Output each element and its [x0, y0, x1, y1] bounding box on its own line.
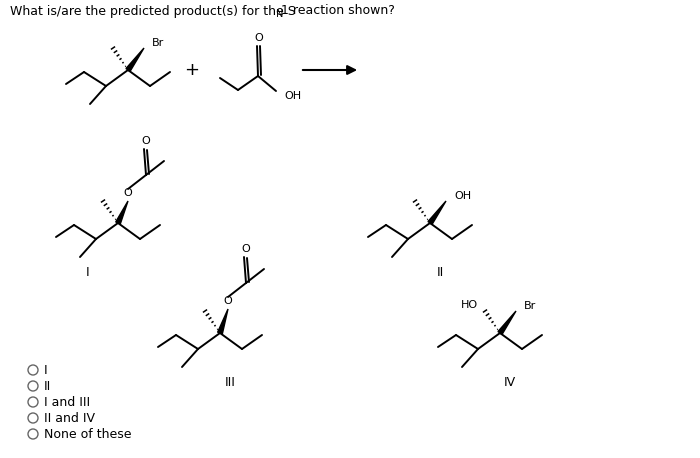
- Text: OH: OH: [454, 191, 471, 201]
- Text: II: II: [436, 267, 444, 279]
- Text: Br: Br: [152, 38, 164, 48]
- Text: IV: IV: [504, 376, 516, 389]
- Text: O: O: [223, 296, 232, 306]
- Polygon shape: [116, 201, 128, 224]
- Polygon shape: [126, 48, 144, 71]
- Text: None of these: None of these: [44, 427, 132, 441]
- Text: II: II: [44, 380, 51, 393]
- Polygon shape: [218, 309, 228, 334]
- Text: Br: Br: [524, 301, 536, 311]
- Text: II and IV: II and IV: [44, 411, 95, 425]
- Text: I: I: [86, 267, 90, 279]
- Text: O: O: [124, 188, 132, 198]
- Text: I: I: [44, 364, 48, 376]
- Text: OH: OH: [284, 91, 301, 101]
- Text: 1 reaction shown?: 1 reaction shown?: [281, 5, 395, 17]
- Text: O: O: [255, 33, 263, 43]
- Text: HO: HO: [461, 300, 478, 310]
- Text: III: III: [225, 376, 235, 389]
- Polygon shape: [428, 201, 446, 224]
- Text: What is/are the predicted product(s) for the S: What is/are the predicted product(s) for…: [10, 5, 295, 17]
- Polygon shape: [498, 311, 516, 334]
- Text: O: O: [241, 244, 251, 254]
- Text: N: N: [276, 9, 284, 19]
- Text: I and III: I and III: [44, 396, 90, 409]
- Text: +: +: [185, 61, 200, 79]
- Text: O: O: [141, 136, 150, 146]
